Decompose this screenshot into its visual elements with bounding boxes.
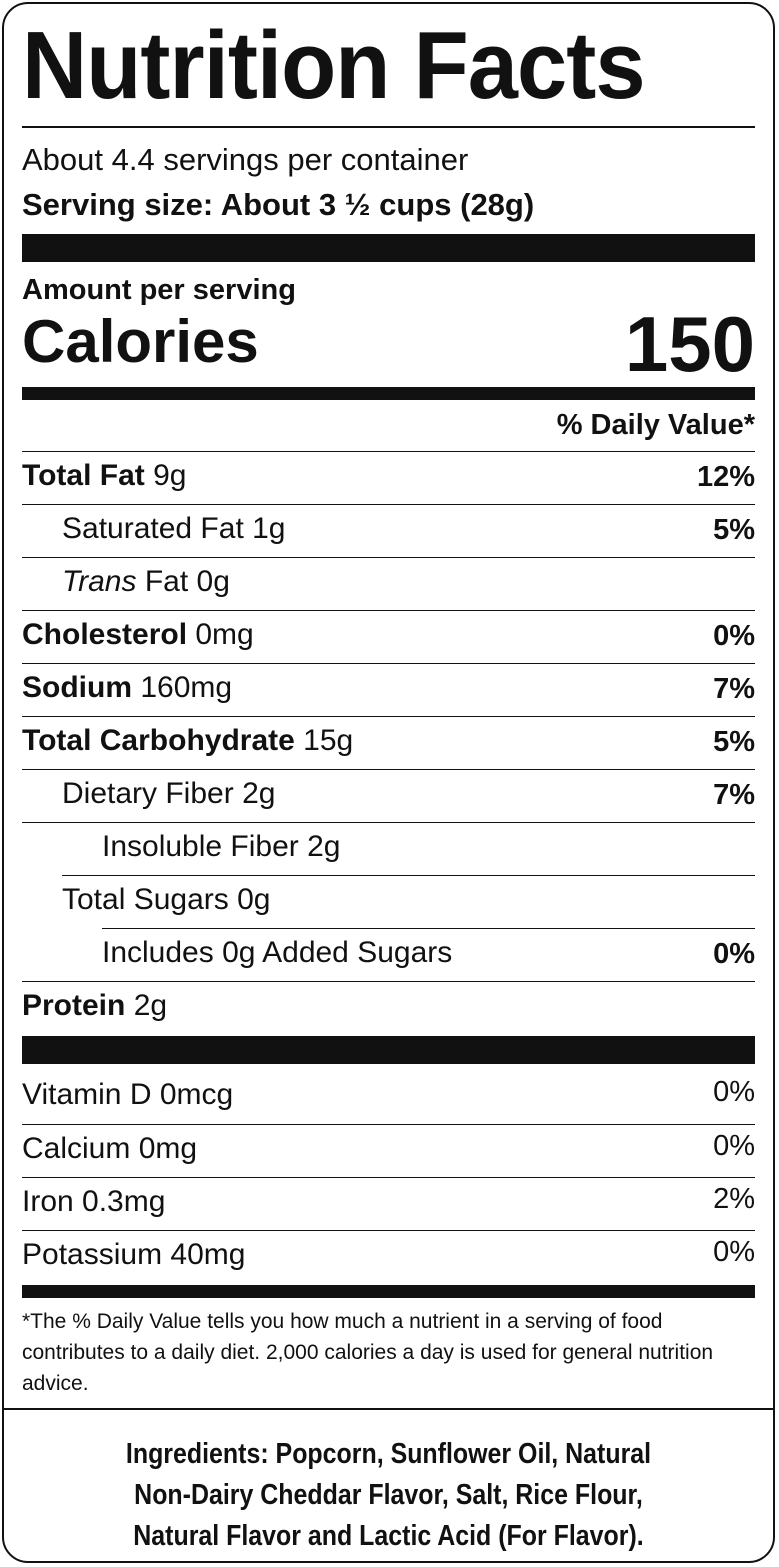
nutrient-dv: 5%	[713, 726, 755, 758]
ingredients-line: Ingredients: Popcorn, Sunflower Oil, Nat…	[125, 1438, 652, 1470]
vitamin-row-potassium: Potassium 40mg 0%	[22, 1230, 755, 1283]
vitamin-name: Iron 0.3mg	[22, 1185, 166, 1218]
vitamin-row-calcium: Calcium 0mg 0%	[22, 1124, 755, 1177]
nutrient-row-total-fat: Total Fat 9g 12%	[22, 451, 755, 504]
nutrient-dv: 0%	[713, 938, 755, 970]
row-divider	[22, 822, 755, 823]
vitamin-row-iron: Iron 0.3mg 2%	[22, 1177, 755, 1230]
nutrient-row-protein: Protein 2g	[22, 981, 755, 1034]
vitamin-dv: 0%	[713, 1236, 755, 1268]
nutrient-dv: 0%	[713, 620, 755, 652]
ingredients-text: Ingredients: Popcorn, Sunflower Oil, Nat…	[58, 1434, 719, 1557]
row-divider	[22, 716, 755, 717]
divider-thick	[22, 1036, 755, 1064]
row-divider	[22, 1177, 755, 1178]
nutrient-name: Cholesterol 0mg	[22, 618, 254, 651]
nutrient-name: Total Carbohydrate 15g	[22, 724, 354, 757]
nutrient-name: Sodium 160mg	[22, 671, 233, 704]
divider-medium	[22, 1285, 755, 1298]
ingredients-line: Natural Flavor and Lactic Acid (For Flav…	[133, 1520, 644, 1552]
row-divider	[102, 928, 755, 929]
nutrient-name: Trans Fat 0g	[62, 565, 230, 598]
row-divider	[62, 875, 755, 876]
serving-size: Serving size: About 3 ½ cups (28g)	[22, 187, 535, 222]
servings-per-container: About 4.4 servings per container	[22, 142, 469, 177]
row-divider	[22, 1230, 755, 1231]
nutrient-dv: 7%	[713, 673, 755, 705]
nutrient-dv: 12%	[696, 461, 755, 493]
row-divider	[22, 504, 755, 505]
nutrient-row-insoluble-fiber: Insoluble Fiber 2g	[22, 822, 755, 875]
nutrient-row-sodium: Sodium 160mg 7%	[22, 663, 755, 716]
nutrient-dv: 7%	[713, 779, 755, 811]
row-divider	[22, 451, 755, 452]
vitamin-name: Calcium 0mg	[22, 1132, 198, 1165]
vitamin-row-vitamin-d: Vitamin D 0mcg 0%	[22, 1070, 755, 1123]
nutrient-row-dietary-fiber: Dietary Fiber 2g 7%	[22, 769, 755, 822]
nutrient-row-saturated-fat: Saturated Fat 1g 5%	[22, 504, 755, 557]
nutrient-row-added-sugars: Includes 0g Added Sugars 0%	[22, 928, 755, 981]
divider-medium	[22, 387, 755, 400]
nutrient-row-total-carbohydrate: Total Carbohydrate 15g 5%	[22, 716, 755, 769]
row-divider	[22, 557, 755, 558]
nutrient-name: Total Sugars 0g	[62, 883, 271, 916]
divider-thin	[22, 126, 755, 128]
row-divider	[22, 1124, 755, 1125]
nutrient-name: Saturated Fat 1g	[62, 512, 286, 545]
nutrient-name: Dietary Fiber 2g	[62, 777, 276, 810]
row-divider	[22, 663, 755, 664]
vitamin-dv: 0%	[713, 1076, 755, 1108]
row-divider	[22, 981, 755, 982]
divider-thick	[22, 234, 755, 262]
nutrient-name: Protein 2g	[22, 989, 168, 1022]
ingredients-section: Ingredients: Popcorn, Sunflower Oil, Nat…	[4, 1408, 773, 1561]
amount-per-serving: Amount per serving	[22, 274, 296, 306]
label-title: Nutrition Facts	[22, 12, 646, 119]
nutrient-row-total-sugars: Total Sugars 0g	[22, 875, 755, 928]
ingredients-line: Non-Dairy Cheddar Flavor, Salt, Rice Flo…	[134, 1479, 643, 1511]
vitamin-name: Potassium 40mg	[22, 1238, 246, 1271]
nutrient-row-trans-fat: Trans Fat 0g	[22, 557, 755, 610]
row-divider	[22, 610, 755, 611]
nutrient-name: Includes 0g Added Sugars	[102, 936, 453, 969]
vitamin-name: Vitamin D 0mcg	[22, 1078, 234, 1111]
nutrient-dv: 5%	[713, 514, 755, 546]
calories-label: Calories	[22, 308, 259, 375]
nutrient-name: Total Fat 9g	[22, 459, 187, 492]
vitamin-dv: 0%	[713, 1130, 755, 1162]
calories-value: 150	[624, 300, 755, 388]
row-divider	[22, 769, 755, 770]
daily-value-header: % Daily Value*	[556, 409, 755, 441]
nutrient-name: Insoluble Fiber 2g	[102, 830, 341, 863]
vitamin-dv: 2%	[713, 1183, 755, 1215]
nutrient-row-cholesterol: Cholesterol 0mg 0%	[22, 610, 755, 663]
daily-value-footnote: *The % Daily Value tells you how much a …	[22, 1310, 714, 1395]
